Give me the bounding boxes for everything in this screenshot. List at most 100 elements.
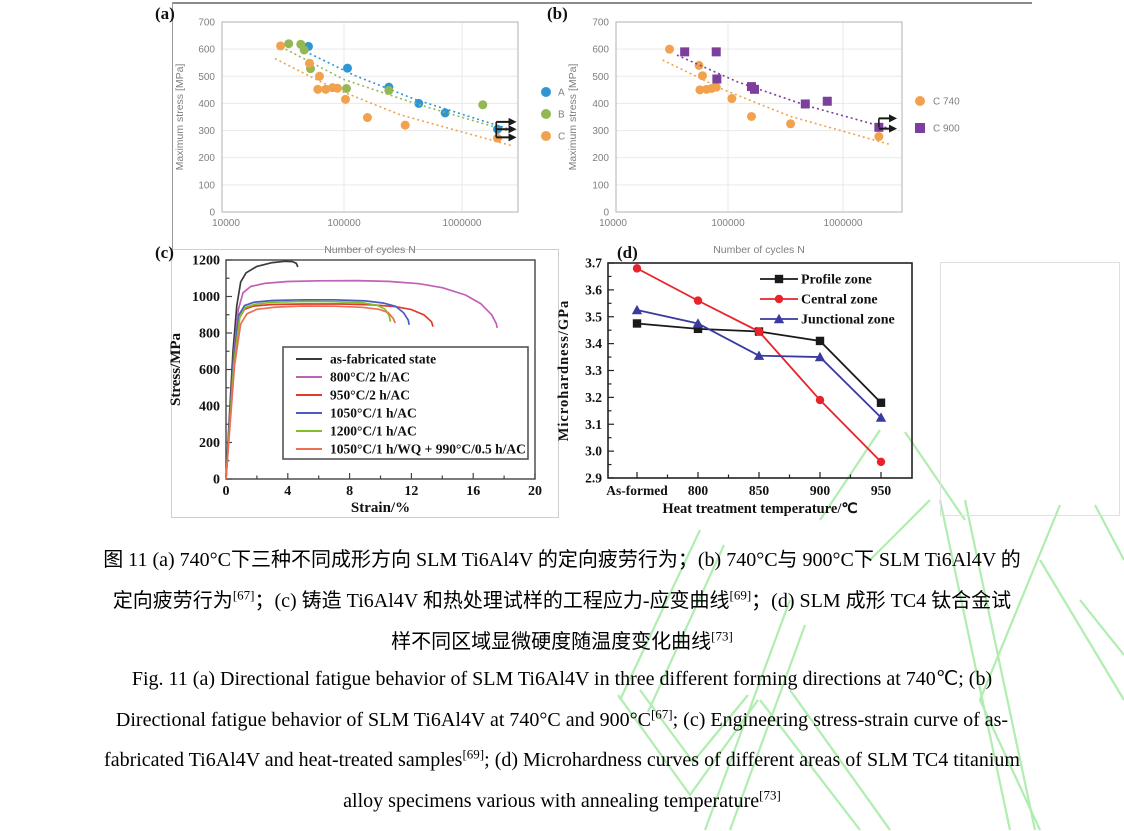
panel-label-b: (b): [547, 4, 568, 23]
top-horizontal-rule: [172, 2, 1032, 4]
panel-d-right-empty-box: [940, 262, 1120, 516]
svg-text:800°C/2 h/AC: 800°C/2 h/AC: [330, 370, 410, 385]
svg-text:C: C: [558, 132, 565, 143]
svg-text:1050°C/1 h/AC: 1050°C/1 h/AC: [330, 406, 417, 421]
legend: Profile zone Central zone Junctional zone: [760, 273, 895, 328]
svg-text:2.9: 2.9: [585, 471, 602, 486]
svg-text:1200°C/1 h/AC: 1200°C/1 h/AC: [330, 424, 417, 439]
svg-text:Number of cycles N: Number of cycles N: [713, 244, 805, 256]
axis-labels: 0 4 8 12 16 20020040060080010001200Strain/%St…: [168, 254, 542, 517]
panel-label-d: (d): [617, 243, 638, 262]
chart-panel-fatigue-directions: 0 100 200 300 400 500 600 700 10000 100000 1000000…: [174, 18, 565, 257]
svg-text:Stress/MPa: Stress/MPa: [168, 332, 184, 406]
series-c: [274, 41, 512, 147]
series-b: [284, 39, 508, 132]
svg-text:1200: 1200: [192, 254, 220, 269]
caption-en-3: fabricated Ti6Al4V and heat-treated samp…: [104, 746, 1020, 771]
svg-text:Junctional zone: Junctional zone: [801, 313, 895, 328]
svg-text:300: 300: [592, 126, 609, 137]
svg-text:3.2: 3.2: [585, 390, 602, 405]
plot-border: [615, 21, 903, 213]
gridlines: [616, 21, 902, 212]
svg-text:3.7: 3.7: [585, 256, 602, 271]
svg-text:10000: 10000: [212, 218, 240, 229]
svg-text:1000: 1000: [192, 290, 220, 305]
svg-text:16: 16: [466, 484, 480, 499]
svg-text:3.1: 3.1: [585, 417, 602, 432]
left-vertical-rule: [172, 2, 173, 249]
svg-text:600: 600: [198, 45, 215, 56]
svg-text:100: 100: [592, 180, 609, 191]
svg-text:300: 300: [198, 126, 215, 137]
svg-text:400: 400: [199, 400, 220, 415]
svg-text:C 900: C 900: [933, 124, 960, 135]
runout-arrows: [878, 114, 898, 133]
curve-1050-c-1-h-wq-990-c-0-5-h-ac: [225, 305, 396, 480]
svg-text:3.4: 3.4: [585, 336, 602, 351]
caption-en-4: alloy specimens various with annealing t…: [343, 787, 781, 812]
svg-text:800: 800: [688, 483, 709, 498]
axis-labels: 0 100 200 300 400 500 600 700 10000 100000 1000000…: [174, 18, 482, 257]
series-central-zone: [632, 264, 886, 467]
svg-text:Number of cycles N: Number of cycles N: [324, 244, 416, 256]
svg-text:200: 200: [198, 153, 215, 164]
svg-text:500: 500: [592, 72, 609, 83]
svg-text:10000: 10000: [599, 218, 627, 229]
svg-text:Microhardness/GPa: Microhardness/GPa: [556, 300, 572, 442]
series-c-740: [662, 44, 891, 146]
legend: C 740 C 900: [915, 96, 960, 135]
svg-text:As-formed: As-formed: [606, 483, 668, 498]
svg-text:Strain/%: Strain/%: [351, 500, 410, 516]
chart-panel-stress-strain: 0 4 8 12 16 20020040060080010001200Strain/%St…: [168, 254, 542, 517]
svg-text:700: 700: [198, 18, 215, 29]
tick-marks: [608, 262, 882, 479]
svg-text:400: 400: [592, 99, 609, 110]
svg-text:0: 0: [223, 484, 230, 499]
chart-panel-microhardness: As-formed 800 850 900 950 2.9 3.0 3.1 3.2 3.3 3.4 3…: [556, 256, 913, 517]
svg-text:100000: 100000: [711, 218, 745, 229]
svg-text:100: 100: [198, 180, 215, 191]
svg-text:950°C/2 h/AC: 950°C/2 h/AC: [330, 388, 410, 403]
svg-text:900: 900: [810, 483, 831, 498]
svg-text:Maximum stress [MPa]: Maximum stress [MPa]: [174, 64, 186, 171]
svg-text:3.5: 3.5: [585, 309, 602, 324]
chart-panel-fatigue-temperatures: 0 100 200 300 400 500 600 700 10000 100000 1000000…: [567, 18, 960, 257]
caption-zh-2: 定向疲劳行为[67]；(c) 铸造 Ti6Al4V 和热处理试样的工程应力-应变…: [112, 587, 1012, 612]
series-junctional-zone: [631, 304, 887, 422]
svg-text:8: 8: [346, 484, 353, 499]
curve-1200-c-1-h-ac: [225, 300, 392, 480]
svg-text:as-fabricated state: as-fabricated state: [330, 352, 436, 367]
svg-text:950: 950: [871, 483, 892, 498]
svg-text:1000000: 1000000: [443, 218, 482, 229]
svg-text:Profile zone: Profile zone: [801, 273, 872, 288]
runout-arrows: [495, 117, 517, 142]
svg-text:B: B: [558, 110, 565, 121]
panel-c-border-box: [171, 249, 559, 518]
axis-labels: 0 100 200 300 400 500 600 700 10000 100000 1000000…: [567, 18, 863, 257]
svg-text:A: A: [558, 88, 565, 99]
svg-text:1050°C/1 h/WQ + 990°C/0.5 h/AC: 1050°C/1 h/WQ + 990°C/0.5 h/AC: [330, 442, 526, 457]
svg-text:3.3: 3.3: [585, 363, 602, 378]
svg-text:C 740: C 740: [933, 97, 960, 108]
svg-text:12: 12: [404, 484, 418, 499]
caption-zh-1: 图 11 (a) 740°C下三种不同成形方向 SLM Ti6Al4V 的定向疲…: [103, 549, 1021, 571]
svg-text:500: 500: [198, 72, 215, 83]
svg-text:100000: 100000: [327, 218, 361, 229]
svg-text:400: 400: [198, 99, 215, 110]
svg-text:0: 0: [209, 208, 215, 219]
svg-text:800: 800: [199, 327, 220, 342]
legend: ABC: [541, 87, 565, 143]
svg-text:600: 600: [592, 45, 609, 56]
caption-en-1: Fig. 11 (a) Directional fatigue behavior…: [131, 668, 993, 690]
svg-text:3.0: 3.0: [585, 444, 602, 459]
svg-text:600: 600: [199, 363, 220, 378]
svg-text:200: 200: [199, 436, 220, 451]
panel-label-c: (c): [155, 243, 174, 262]
svg-text:0: 0: [603, 208, 609, 219]
svg-text:700: 700: [592, 18, 609, 29]
svg-text:3.6: 3.6: [585, 282, 602, 297]
svg-text:0: 0: [213, 473, 220, 488]
plot-border: [221, 21, 519, 213]
curve-as-fabricated-state: [225, 260, 299, 480]
